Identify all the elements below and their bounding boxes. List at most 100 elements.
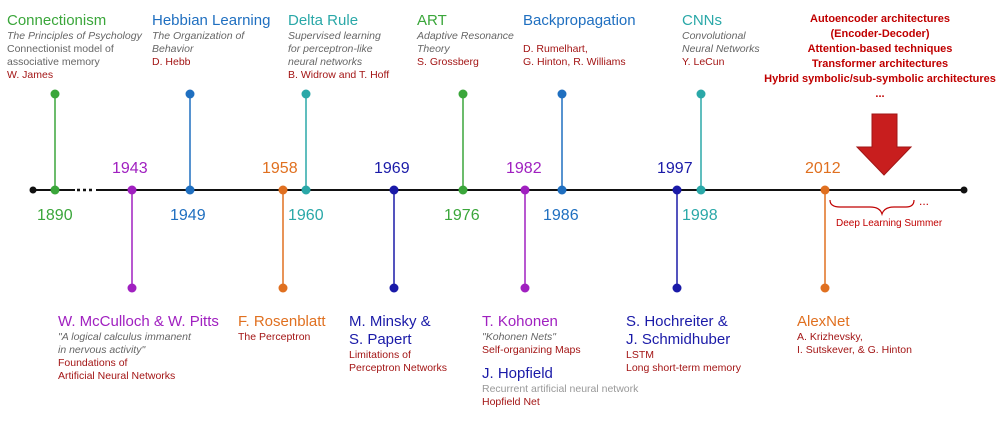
stem-rosenblatt (278, 185, 288, 293)
event-cnns: CNNs Convolutional Neural Networks Y. Le… (682, 12, 760, 69)
event-authors: W. James (7, 69, 54, 81)
trailing-ellipsis: ... (919, 194, 930, 208)
year-1976: 1976 (444, 207, 480, 224)
year-1986: 1986 (543, 207, 579, 224)
event-lstm: S. Hochreiter & J. Schmidhuber LSTM Long… (626, 313, 741, 375)
event-subtitle: Behavior (152, 43, 194, 55)
event-rosenblatt: F. Rosenblatt The Perceptron (238, 313, 326, 344)
stem-cnns (696, 89, 706, 195)
contemporary-line: Hybrid symbolic/sub-symbolic architectur… (764, 73, 996, 85)
contemporary-architectures: Autoencoder architectures (Encoder-Decod… (762, 12, 998, 102)
event-subtitle: Neural Networks (682, 43, 760, 55)
event-delta: Delta Rule Supervised learning for perce… (288, 12, 389, 82)
event-authors: LSTM (626, 349, 655, 361)
stem-minsky (389, 185, 399, 293)
down-arrow-icon (855, 113, 913, 176)
year-1958: 1958 (262, 160, 298, 177)
year-1982: 1982 (506, 160, 542, 177)
stem-mcculloch (127, 185, 137, 293)
event-subtitle: "Kohonen Nets" (482, 331, 557, 343)
event-subtitle: "A logical calculus immanent (58, 331, 191, 343)
event-title: S. Hochreiter & (626, 313, 728, 330)
event-kohonen: T. Kohonen "Kohonen Nets" Self-organizin… (482, 313, 581, 357)
event-authors: B. Widrow and T. Hoff (288, 69, 390, 81)
event-title: J. Hopfield (482, 365, 553, 382)
event-alexnet: AlexNet A. Krizhevsky, I. Sutskever, & G… (797, 313, 912, 357)
event-authors: Y. LeCun (682, 56, 725, 68)
event-note: Recurrent artificial neural network (482, 383, 639, 395)
deep-learning-summer-brace (829, 199, 915, 217)
event-subtitle: The Organization of (152, 30, 245, 42)
event-authors: D. Rumelhart, (523, 43, 588, 55)
year-1969: 1969 (374, 160, 410, 177)
contemporary-line: ... (875, 88, 885, 100)
contemporary-line: Transformer architectures (811, 58, 949, 70)
year-1890: 1890 (37, 207, 73, 224)
event-authors: G. Hinton, R. Williams (523, 56, 626, 68)
stem-connectionism (50, 89, 60, 195)
stem-kohonen (520, 185, 530, 293)
event-art: ART Adaptive Resonance Theory S. Grossbe… (417, 12, 514, 69)
event-title: M. Minsky & (349, 313, 431, 330)
event-subtitle: neural networks (288, 56, 363, 68)
stem-art (458, 89, 468, 195)
event-authors: D. Hebb (152, 56, 191, 68)
event-subtitle: Convolutional (682, 30, 746, 42)
event-authors: S. Grossberg (417, 56, 479, 68)
event-minsky: M. Minsky & S. Papert Limitations of Per… (349, 313, 447, 375)
stem-hebbian (185, 89, 195, 195)
stem-alexnet (820, 185, 830, 293)
event-title: F. Rosenblatt (238, 313, 326, 330)
stem-backprop (557, 89, 567, 195)
event-title: Backpropagation (523, 12, 636, 29)
event-title: AlexNet (797, 313, 850, 330)
event-subtitle: Supervised learning (288, 30, 381, 42)
year-2012: 2012 (805, 160, 841, 177)
event-title: Delta Rule (288, 12, 359, 29)
event-subtitle: for perceptron-like (288, 43, 373, 55)
event-note: Connectionist model of (7, 43, 114, 55)
event-title: Hebbian Learning (152, 12, 271, 29)
year-1997: 1997 (657, 160, 693, 177)
event-title: Connectionism (7, 12, 107, 29)
event-title: T. Kohonen (482, 313, 558, 330)
event-title: W. McCulloch & W. Pitts (58, 313, 219, 330)
stem-lstm (672, 185, 682, 293)
event-hebbian: Hebbian Learning The Organization of Beh… (152, 12, 270, 69)
event-subtitle: Adaptive Resonance (417, 30, 514, 42)
event-authors: Limitations of (349, 349, 411, 361)
year-1943: 1943 (112, 160, 148, 177)
contemporary-line: (Encoder-Decoder) (830, 28, 930, 40)
event-authors: Foundations of (58, 357, 128, 369)
timeline-end-dot (960, 186, 968, 194)
event-title: J. Schmidhuber (626, 331, 731, 348)
contemporary-line: Attention-based techniques (807, 43, 953, 55)
event-subtitle: in nervous activity" (58, 344, 146, 356)
event-mcculloch: W. McCulloch & W. Pitts "A logical calcu… (58, 313, 219, 383)
year-1949: 1949 (170, 207, 206, 224)
event-connectionism: Connectionism The Principles of Psycholo… (7, 12, 142, 82)
timeline-start-dot (29, 186, 37, 194)
year-1960: 1960 (288, 207, 324, 224)
event-subtitle: Theory (417, 43, 450, 55)
event-authors: I. Sutskever, & G. Hinton (797, 344, 912, 356)
event-authors: Self-organizing Maps (482, 344, 581, 356)
event-authors: A. Krizhevsky, (797, 331, 863, 343)
event-authors: Long short-term memory (626, 362, 741, 374)
event-backprop: Backpropagation D. Rumelhart, G. Hinton,… (523, 12, 636, 69)
event-authors: Perceptron Networks (349, 362, 448, 374)
deep-learning-summer-label: Deep Learning Summer (836, 218, 943, 229)
year-1998: 1998 (682, 207, 718, 224)
event-title: CNNs (682, 12, 722, 29)
stem-delta (301, 89, 311, 195)
event-title: ART (417, 12, 447, 29)
event-authors: The Perceptron (238, 331, 311, 343)
event-note: associative memory (7, 56, 100, 68)
event-authors: Artificial Neural Networks (58, 370, 176, 382)
event-subtitle: The Principles of Psychology (7, 30, 142, 42)
event-authors: Hopfield Net (482, 396, 540, 408)
event-hopfield: J. Hopfield Recurrent artificial neural … (482, 365, 638, 409)
event-title: S. Papert (349, 331, 412, 348)
contemporary-line: Autoencoder architectures (810, 13, 950, 25)
